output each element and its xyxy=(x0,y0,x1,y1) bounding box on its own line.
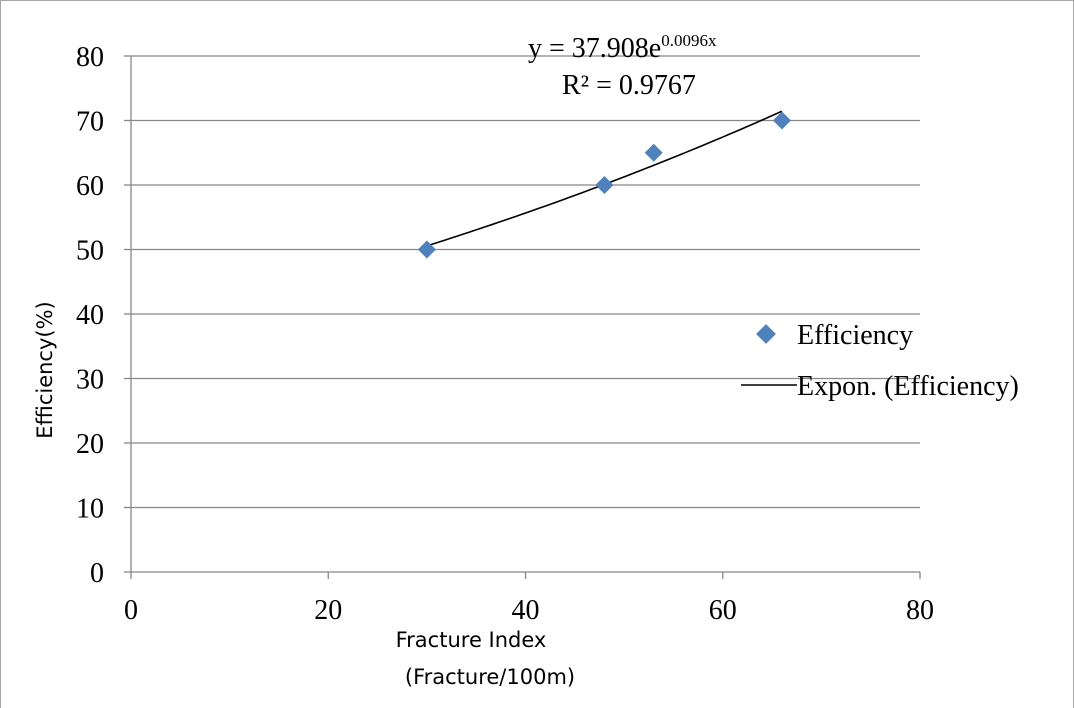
x-tick-label: 20 xyxy=(314,595,342,626)
x-tick-label: 40 xyxy=(512,595,540,626)
x-tick-label: 60 xyxy=(709,595,737,626)
x-axis-title-line-2: (Fracture/100m) xyxy=(405,665,575,689)
y-tick-label: 80 xyxy=(76,42,104,73)
legend-label-expon: Expon. (Efficiency) xyxy=(797,371,1019,402)
y-tick-label: 0 xyxy=(90,558,104,589)
x-tick-labels: 0 20 40 60 80 xyxy=(124,595,934,626)
data-point xyxy=(595,176,614,194)
x-axis-title-line-1: Fracture Index xyxy=(396,628,547,652)
y-tick-labels: 0 10 20 30 40 50 60 70 80 xyxy=(76,42,104,589)
data-point xyxy=(772,111,791,130)
y-tick-label: 30 xyxy=(76,365,104,396)
legend-marker-diamond xyxy=(756,324,776,344)
axes xyxy=(124,55,921,579)
y-tick-label: 20 xyxy=(76,429,104,460)
data-points xyxy=(417,111,791,259)
x-tick-label: 0 xyxy=(124,595,138,626)
y-tick-label: 70 xyxy=(76,107,104,138)
data-point xyxy=(644,143,663,162)
r-squared-label: R² = 0.9767 xyxy=(562,70,696,101)
y-axis-title: Efficiency(%) xyxy=(33,301,57,439)
y-tick-label: 60 xyxy=(76,171,104,202)
gridlines xyxy=(131,55,920,509)
trendline-equation: y = 37.908e0.0096x xyxy=(528,31,717,64)
legend-label-efficiency: Efficiency xyxy=(797,320,913,351)
legend: Efficiency Expon. (Efficiency) xyxy=(741,320,1019,402)
data-point xyxy=(417,240,436,259)
x-tick-label: 80 xyxy=(906,595,934,626)
y-tick-label: 40 xyxy=(76,300,104,331)
y-tick-label: 50 xyxy=(76,236,104,267)
y-tick-label: 10 xyxy=(76,494,104,525)
